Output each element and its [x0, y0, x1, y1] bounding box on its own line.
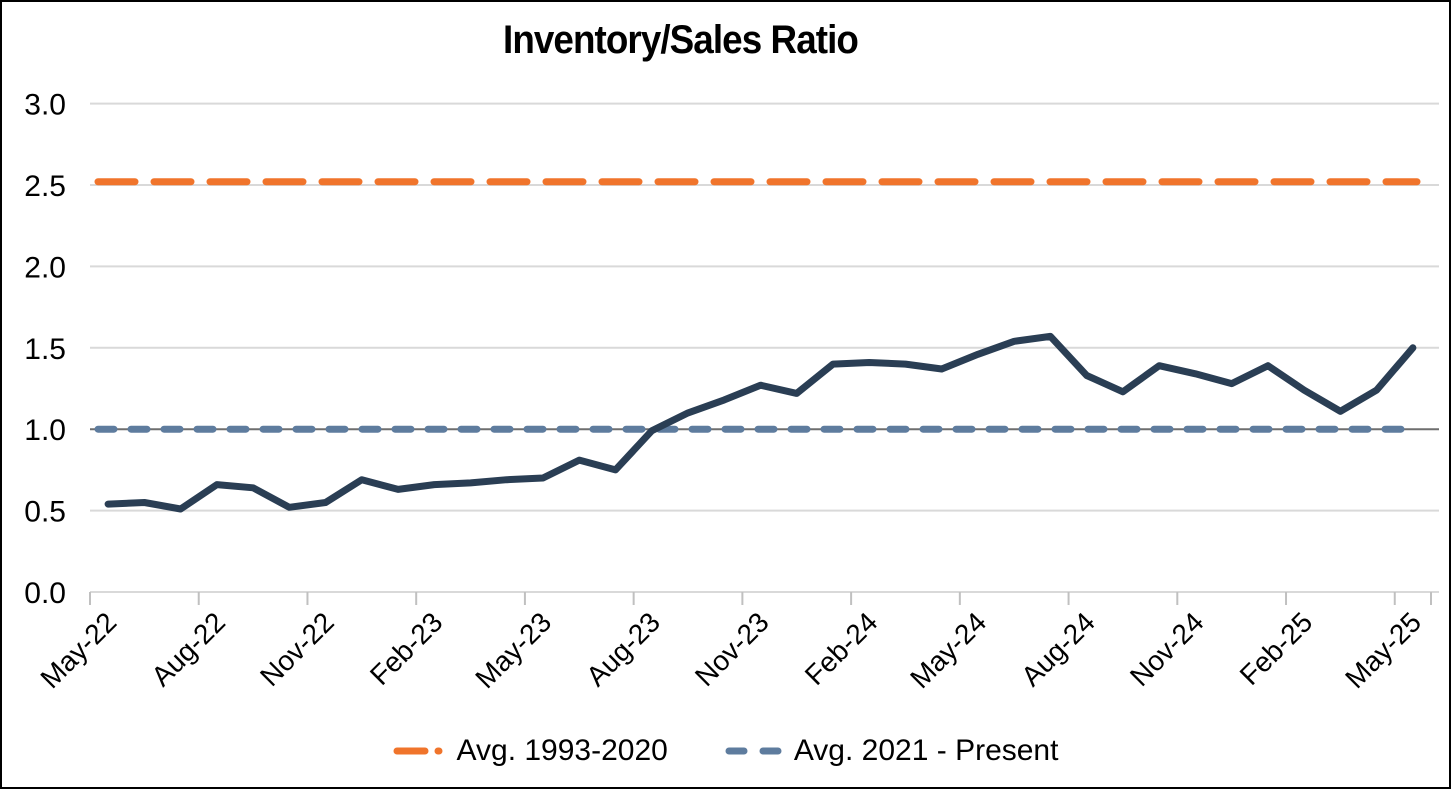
x-axis-tick-label: Aug-24 [1015, 606, 1101, 692]
y-axis-tick-label: 0.5 [24, 496, 66, 529]
x-axis-tick-label: May-23 [469, 606, 557, 694]
y-axis-tick-label: 0.0 [24, 577, 66, 610]
y-axis-tick-label: 3.0 [24, 89, 66, 122]
y-axis-tick-label: 1.5 [24, 333, 66, 366]
legend-label-avg-2021-present: Avg. 2021 - Present [793, 734, 1059, 767]
x-axis-tick-label: Feb-24 [799, 606, 884, 691]
series-group [104, 332, 1417, 513]
y-axis-tick-label: 2.0 [24, 251, 66, 284]
x-axis-tick-label: May-22 [34, 606, 122, 694]
x-axis-tick-label: Nov-22 [254, 606, 340, 692]
x-axis-tick-label: Feb-23 [364, 606, 449, 691]
y-axis-labels-group: 0.0 0.5 1.0 1.5 2.0 2.5 3.0 [24, 89, 66, 610]
x-axis-ticks-group [89, 592, 1432, 605]
x-axis-tick-label: Feb-25 [1234, 606, 1319, 691]
legend-item-avg-1993-2020: Avg. 1993-2020 [393, 734, 668, 768]
reference-lines-group [94, 178, 1421, 433]
legend: Avg. 1993-2020 Avg. 2021 - Present [2, 724, 1449, 778]
dashed-line-swatch-icon [393, 747, 447, 755]
y-axis-tick-label: 1.0 [24, 414, 66, 447]
x-axis-tick-label: May-25 [1339, 606, 1427, 694]
x-axis-tick-label: May-24 [904, 606, 992, 694]
x-axis-tick-label: Nov-24 [1124, 606, 1210, 692]
legend-label-avg-1993-2020: Avg. 1993-2020 [456, 734, 668, 767]
x-axis-tick-label: Aug-22 [145, 606, 231, 692]
x-axis-labels-group: May-22 Aug-22 Nov-22 Feb-23 May-23 Aug-23 Nov-… [34, 606, 1427, 694]
series-line-inventory-sales-ratio [104, 332, 1417, 513]
x-axis-tick-label: Aug-23 [580, 606, 666, 692]
chart-title: Inventory/Sales Ratio [503, 18, 859, 62]
dashed-line-swatch-icon [725, 747, 784, 755]
gridlines-group [90, 102, 1439, 593]
legend-item-avg-2021-present: Avg. 2021 - Present [724, 734, 1059, 768]
y-axis-tick-label: 2.5 [24, 170, 66, 203]
x-axis-tick-label: Nov-23 [689, 606, 775, 692]
